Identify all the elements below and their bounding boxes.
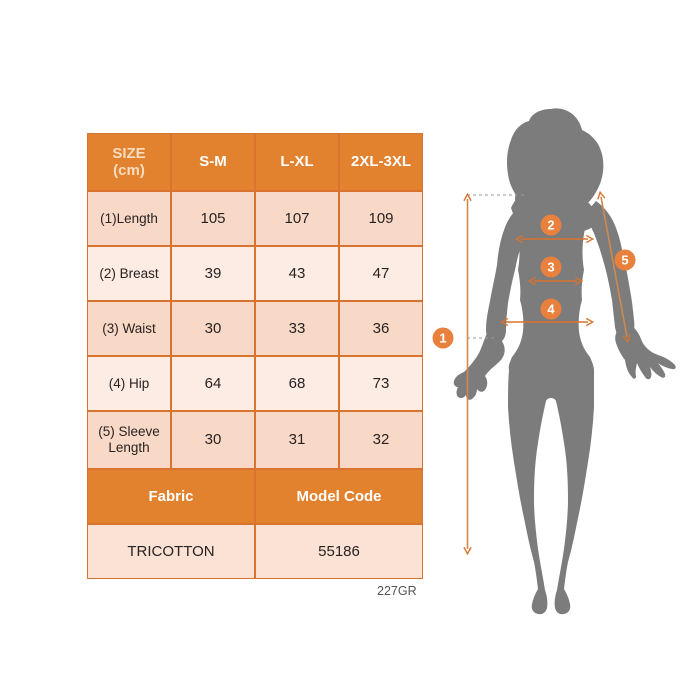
svg-text:4: 4 xyxy=(547,302,555,317)
svg-text:3: 3 xyxy=(547,260,554,275)
svg-text:2: 2 xyxy=(547,218,554,233)
svg-text:5: 5 xyxy=(621,253,628,268)
svg-text:1: 1 xyxy=(439,331,446,346)
